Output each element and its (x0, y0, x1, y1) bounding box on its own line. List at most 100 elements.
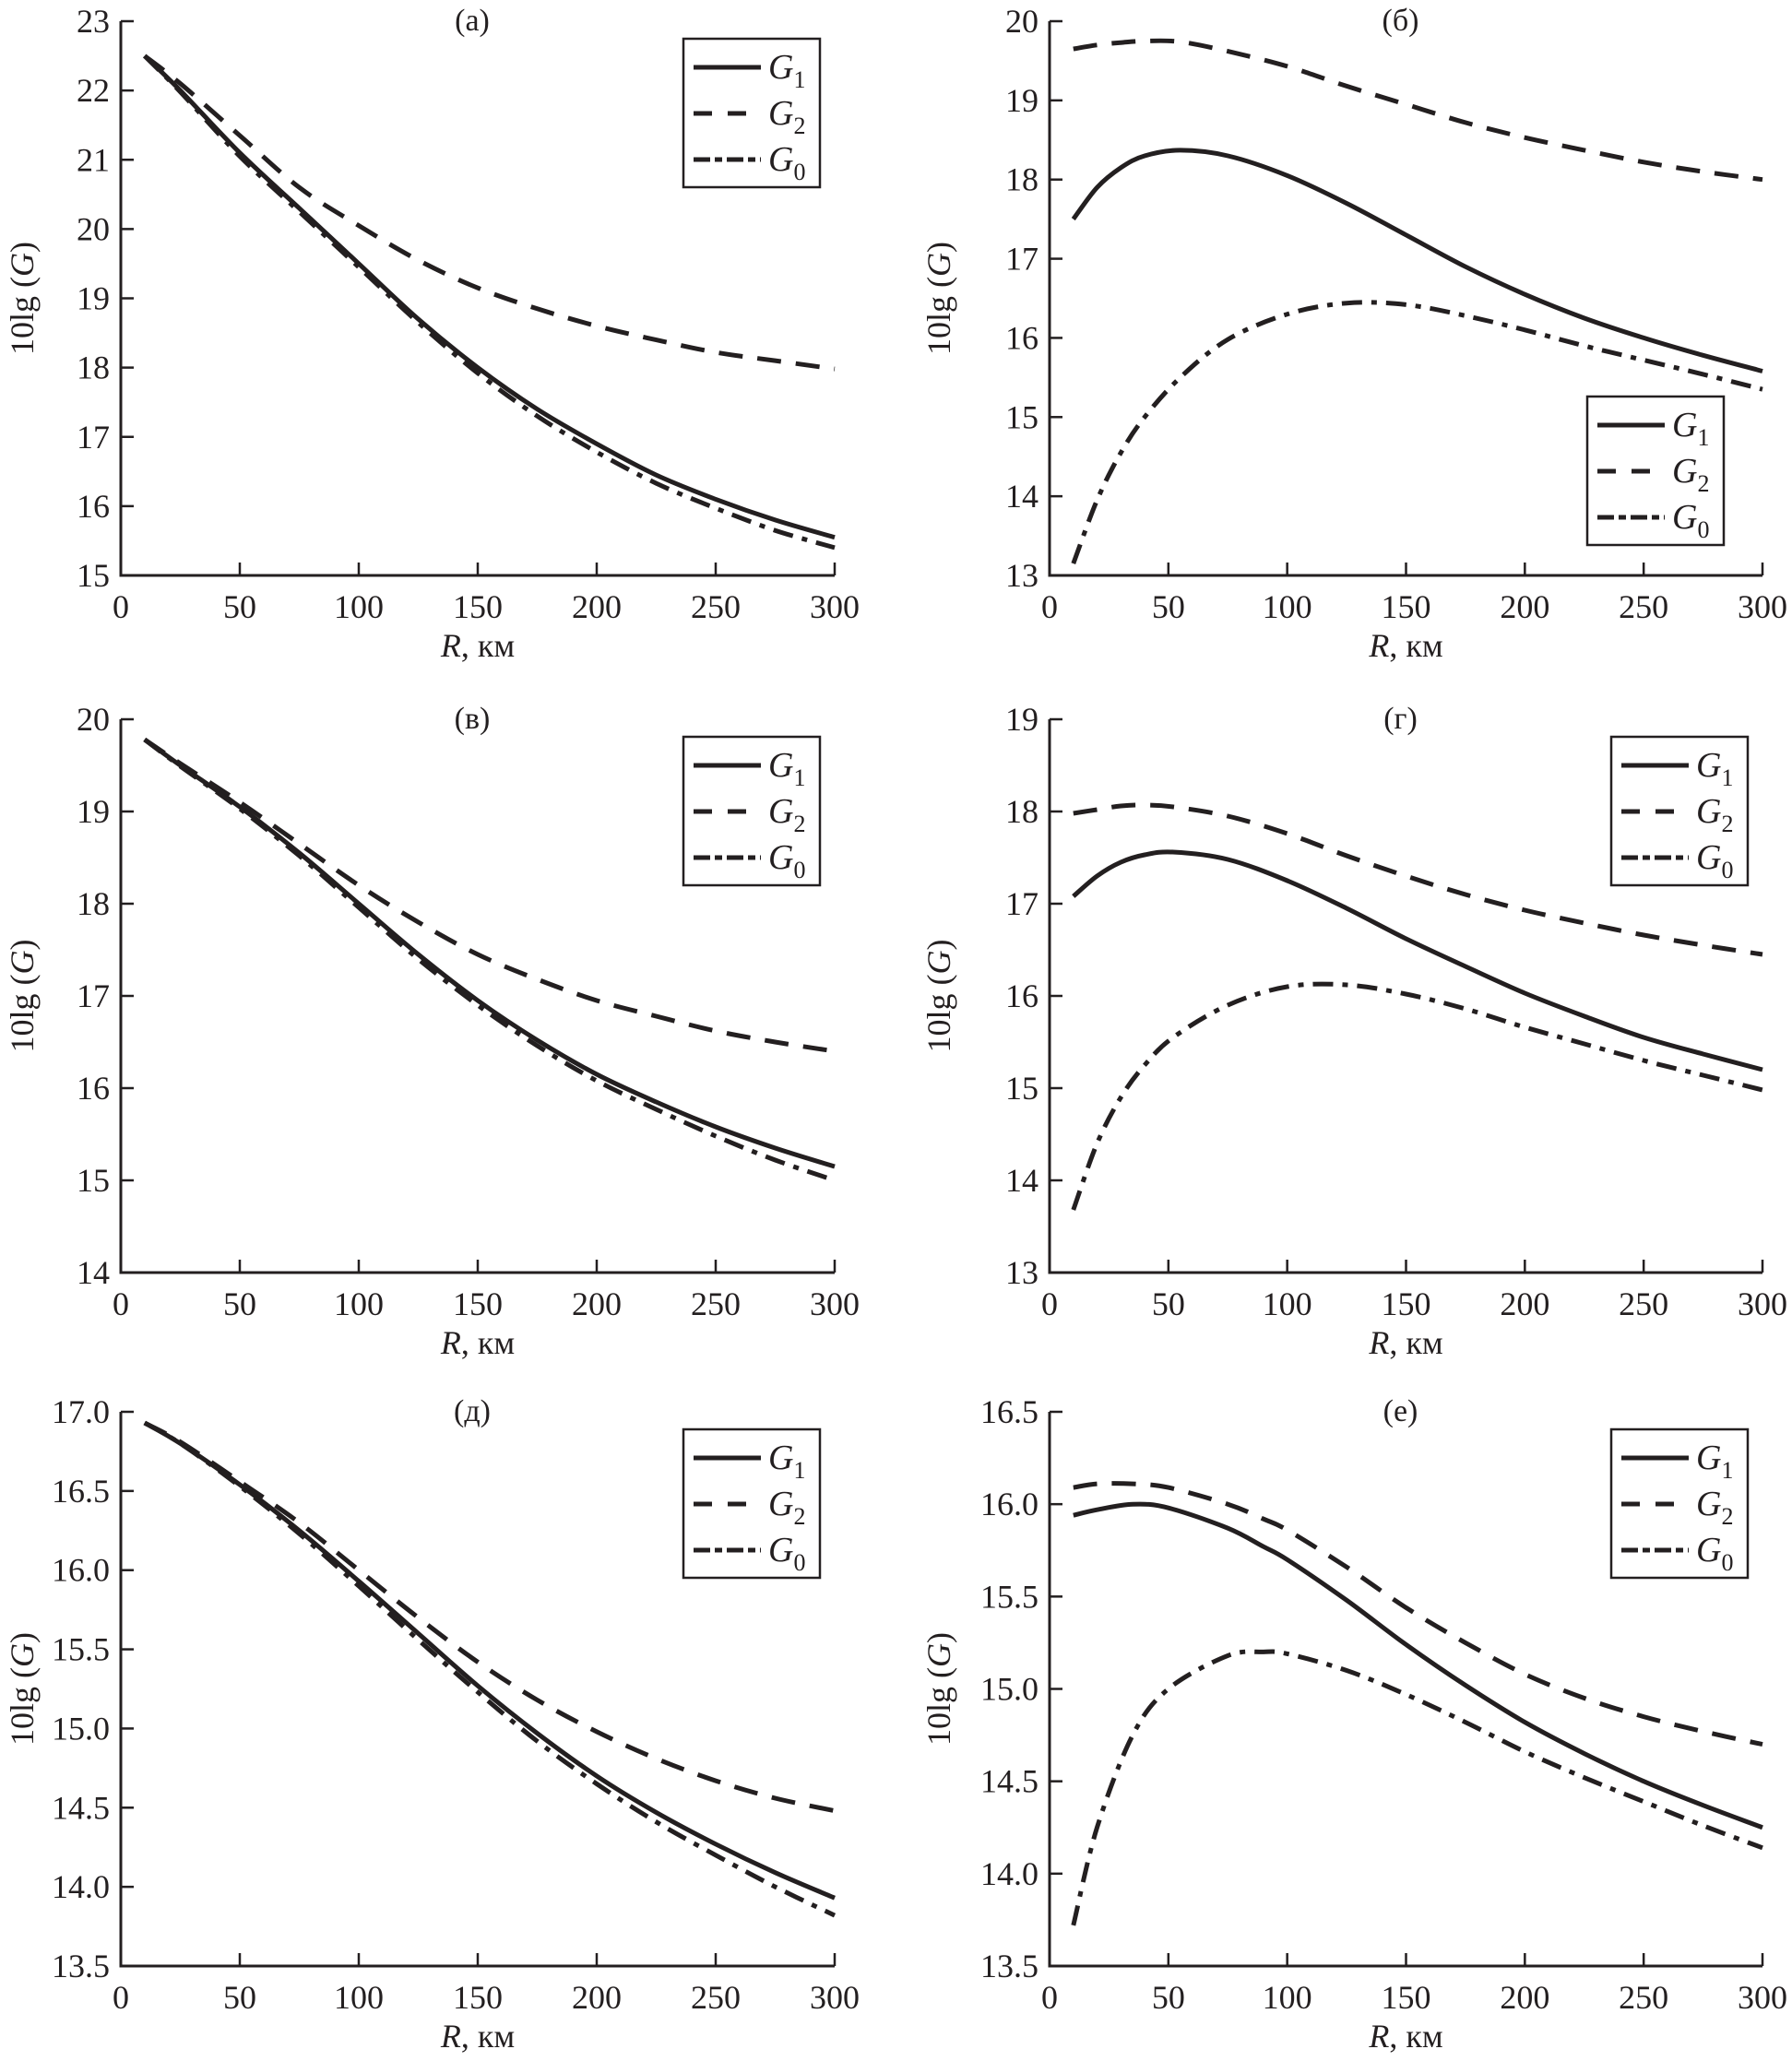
y-tick-label: 22 (77, 72, 110, 109)
x-tick-label: 300 (1738, 588, 1787, 625)
x-tick-label: 200 (1500, 1979, 1549, 2016)
legend-label-base: G (1672, 498, 1697, 537)
x-axis-var: R (440, 1324, 461, 1361)
legend-label-subscript: 2 (1721, 1503, 1733, 1530)
y-tick-label: 15 (77, 1162, 110, 1199)
legend-label-subscript: 0 (1721, 857, 1733, 883)
y-tick-label: 17 (1005, 885, 1038, 922)
x-tick-label: 100 (1263, 588, 1312, 625)
y-tick-label: 13.5 (52, 1948, 110, 1984)
y-axis-title: 10lg (G) (920, 940, 957, 1053)
y-axis-prefix: 10lg ( (4, 975, 41, 1053)
panel-e: 0 50 100 150 200 250 300 13.5 14.0 14.5 15.0 15.5 16… (920, 1393, 1787, 2055)
y-axis-prefix: 10lg ( (4, 1667, 41, 1746)
y-tick-label: 20 (77, 210, 110, 247)
x-tick-label: 200 (1500, 588, 1549, 625)
y-axis-prefix: 10lg ( (4, 277, 41, 355)
legend-label-subscript: 2 (1721, 811, 1733, 837)
y-tick-label: 21 (77, 141, 110, 178)
y-tick-label: 13.5 (980, 1948, 1038, 1984)
x-tick-label: 150 (1382, 1285, 1431, 1322)
x-tick-label: 300 (810, 1285, 860, 1322)
x-axis-var: R (1368, 627, 1389, 664)
y-tick-label: 18 (77, 349, 110, 386)
legend-label-subscript: 1 (1721, 1457, 1733, 1484)
legend-label: G2 (1696, 1485, 1733, 1530)
y-tick-label: 14.5 (980, 1763, 1038, 1800)
legend-label: G1 (1696, 1439, 1733, 1484)
x-axis-title: R, км (1368, 1324, 1442, 1361)
series-line-g0 (1071, 300, 1763, 564)
panel-title: (г) (1383, 702, 1418, 736)
legend-label-base: G (1672, 452, 1697, 491)
legend-label-base: G (1696, 746, 1721, 785)
x-axis-unit: , км (461, 2018, 515, 2055)
y-tick-label: 16.5 (980, 1393, 1038, 1430)
x-tick-label: 0 (113, 588, 129, 625)
y-tick-label: 14 (1005, 1162, 1038, 1199)
panel-title: (д) (454, 1394, 491, 1428)
legend-label: G0 (1672, 498, 1709, 543)
y-tick-label: 14.5 (52, 1789, 110, 1826)
y-tick-label: 14 (1005, 478, 1038, 515)
x-tick-label: 0 (1041, 588, 1058, 625)
y-tick-label: 19 (1005, 82, 1038, 119)
legend-label-subscript: 0 (793, 1549, 805, 1576)
y-tick-label: 15 (77, 557, 110, 594)
y-axis-prefix: 10lg ( (920, 277, 957, 355)
legend-label-base: G (768, 838, 793, 877)
legend-label: G2 (1696, 792, 1733, 837)
series-line-g1 (1072, 849, 1763, 1072)
legend-label-base: G (768, 1485, 793, 1523)
y-tick-label: 14.0 (52, 1868, 110, 1905)
y-tick-label: 15.0 (980, 1671, 1038, 1708)
legend-label-base: G (1672, 406, 1697, 444)
series-line-g2 (1073, 38, 1763, 183)
y-tick-label: 15.5 (52, 1631, 110, 1668)
y-axis-suffix: ) (920, 940, 957, 951)
x-axis-title: R, км (1368, 2018, 1442, 2055)
y-axis-var: G (4, 253, 41, 277)
y-axis-var: G (920, 951, 957, 975)
legend-label-subscript: 1 (793, 764, 805, 791)
y-tick-label: 16 (77, 1070, 110, 1107)
legend-label: G1 (768, 1439, 805, 1484)
y-tick-label: 14.0 (980, 1855, 1038, 1892)
x-tick-label: 250 (691, 1979, 741, 2016)
legend-label: G1 (1696, 746, 1733, 791)
legend-label: G0 (768, 838, 805, 883)
x-axis-title: R, км (440, 1324, 515, 1361)
x-tick-label: 50 (1152, 1979, 1185, 2016)
legend-label-base: G (1696, 1439, 1721, 1477)
y-tick-label: 23 (77, 3, 110, 40)
series-line-g0 (143, 53, 836, 551)
y-axis-suffix: ) (4, 940, 41, 951)
x-tick-label: 150 (453, 588, 503, 625)
y-axis-var: G (4, 951, 41, 975)
y-tick-label: 17 (1005, 241, 1038, 278)
legend-label-subscript: 2 (793, 113, 805, 139)
y-tick-label: 17 (77, 977, 110, 1014)
y-tick-label: 20 (77, 701, 110, 738)
x-tick-label: 150 (1382, 1979, 1431, 2016)
legend-label-subscript: 0 (793, 159, 805, 185)
legend-label: G0 (1696, 838, 1733, 883)
x-tick-label: 250 (691, 588, 741, 625)
y-axis-prefix: 10lg ( (920, 975, 957, 1053)
legend-label-base: G (768, 140, 793, 179)
x-tick-label: 0 (113, 1285, 129, 1322)
legend-label-subscript: 1 (1721, 764, 1733, 791)
y-axis-title: 10lg (G) (4, 940, 41, 1053)
legend-label-base: G (1696, 1485, 1721, 1523)
x-tick-label: 200 (1500, 1285, 1549, 1322)
legend-label: G0 (768, 140, 805, 185)
legend-label: G2 (1672, 452, 1709, 497)
legend-label-base: G (1696, 1531, 1721, 1569)
y-tick-label: 16.0 (52, 1552, 110, 1589)
